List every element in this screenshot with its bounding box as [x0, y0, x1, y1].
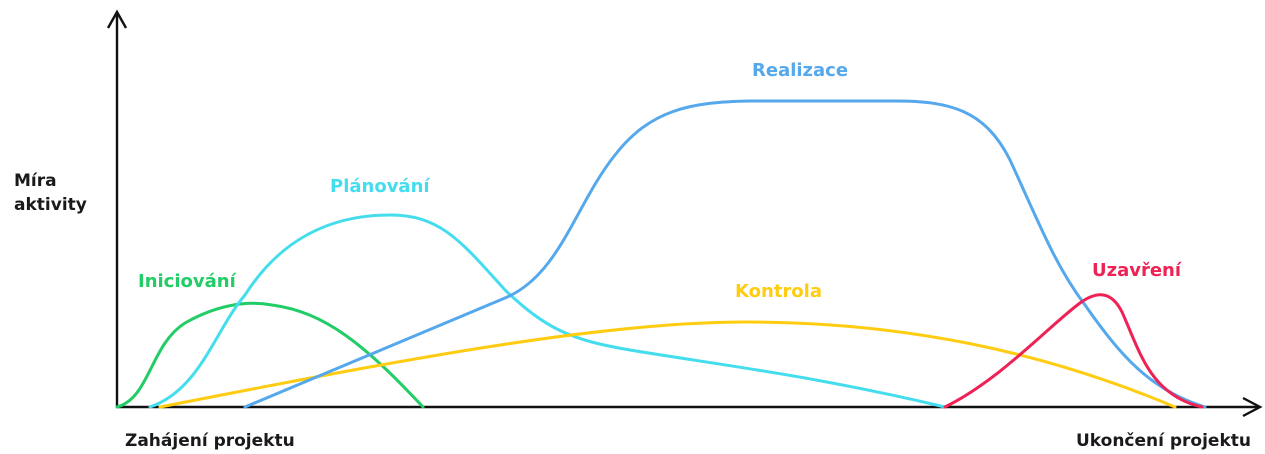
x-axis-start-label: Zahájení projektu: [125, 431, 295, 451]
y-axis-label-line1: Míra: [14, 171, 57, 191]
iniciovani-curve: [115, 301, 425, 409]
planovani-label: Plánování: [330, 176, 430, 197]
realizace-label: Realizace: [752, 60, 848, 81]
uzavreni-label: Uzavření: [1092, 260, 1182, 281]
y-axis-arrow-icon: [106, 9, 128, 29]
y-axis-label-line2: aktivity: [14, 195, 87, 215]
realizace-curve: [243, 99, 1207, 409]
iniciovani-label: Iniciování: [138, 271, 237, 292]
planovani-curve: [148, 213, 947, 409]
uzavreni-curve: [943, 293, 1204, 409]
kontrola-curve: [158, 320, 1177, 409]
kontrola-label: Kontrola: [735, 281, 822, 302]
x-axis-arrow-icon: [1242, 396, 1263, 418]
x-axis-end-label: Ukončení projektu: [1076, 431, 1251, 451]
phase-labels: Iniciování Plánování Realizace Kontrola …: [138, 60, 1182, 302]
axes: [106, 9, 1263, 418]
axis-labels: Míra aktivity Zahájení projektu Ukončení…: [14, 171, 1251, 451]
phase-curves: [115, 99, 1207, 409]
